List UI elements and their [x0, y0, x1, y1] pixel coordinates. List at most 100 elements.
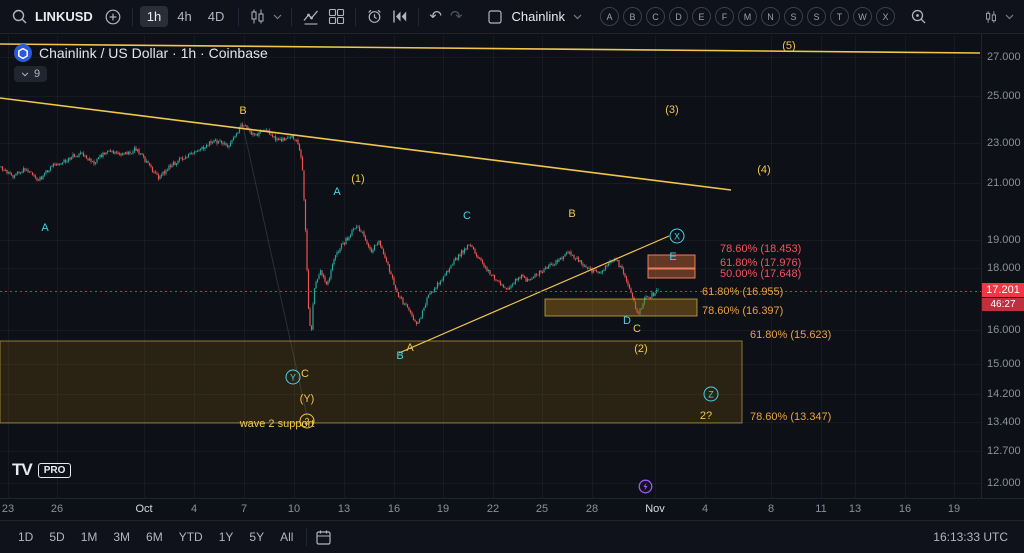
range-button-1y[interactable]: 1Y	[218, 530, 234, 544]
toolbar-divider	[238, 7, 240, 26]
toolbar-divider	[418, 7, 420, 26]
range-button-5d[interactable]: 5D	[49, 530, 65, 544]
clock[interactable]: 16:13:33 UTC	[933, 530, 1008, 544]
target-zone-lower[interactable]	[647, 268, 696, 279]
time-axis-label: 13	[337, 503, 351, 515]
time-axis[interactable]: 23 26 Oct 4 7 10 13 16 19 22 25 28 Nov 4 8 11 13 16 19	[0, 498, 1024, 521]
chainlink-logo-icon	[14, 44, 32, 62]
time-axis-label: 28	[585, 503, 599, 515]
toolbar-divider	[355, 7, 357, 26]
price-axis-label: 19.000	[987, 234, 1021, 246]
fib-retrace-zone[interactable]	[544, 298, 698, 317]
letter-badge-t-10[interactable]: T	[829, 7, 849, 26]
range-buttons: 1D 5D 1M 3M 6M YTD 1Y 5Y All	[10, 526, 301, 548]
chart-style-icon[interactable]	[246, 5, 269, 28]
range-button-1m[interactable]: 1M	[80, 530, 98, 544]
time-axis-label: 19	[436, 503, 450, 515]
symbol-search-icon[interactable]	[8, 5, 31, 28]
timeframe-4D[interactable]: 4D	[207, 9, 225, 24]
trendline-2[interactable]	[0, 97, 732, 191]
time-axis-label: 10	[287, 503, 301, 515]
range-button-1d[interactable]: 1D	[18, 530, 34, 544]
letter-badge-s-8[interactable]: S	[783, 7, 803, 26]
letter-badge-x-12[interactable]: X	[875, 7, 895, 26]
range-button-3m[interactable]: 3M	[113, 530, 131, 544]
letter-badge-b-1[interactable]: B	[622, 7, 642, 26]
watchlist-caret-icon[interactable]	[571, 12, 584, 22]
range-button-6m[interactable]: 6M	[146, 530, 163, 544]
timeframe-group: 1h 4h 4D	[139, 6, 232, 27]
indicators-icon[interactable]	[299, 5, 323, 29]
mini-chart-icon[interactable]	[981, 7, 1001, 27]
time-axis-label: 16	[387, 503, 401, 515]
trendline-1[interactable]	[0, 43, 981, 54]
letter-badge-w-11[interactable]: W	[852, 7, 872, 26]
range-button-5y[interactable]: 5Y	[249, 530, 265, 544]
compare-add-icon[interactable]	[101, 5, 125, 29]
time-axis-label: 8	[767, 503, 775, 515]
time-axis-label: 19	[947, 503, 961, 515]
range-button-all[interactable]: All	[280, 530, 294, 544]
candles	[0, 122, 659, 332]
time-axis-label: Nov	[645, 503, 665, 515]
price-axis-label: 23.000	[987, 137, 1021, 149]
event-marker-icon[interactable]	[638, 479, 653, 494]
letter-badge-s-9[interactable]: S	[806, 7, 826, 26]
time-axis-label: 23	[1, 503, 15, 515]
letter-badge-d-3[interactable]: D	[668, 7, 688, 26]
price-axis[interactable]: 17.201 46:27 27.000 25.000 23.000 21.000 19.…	[981, 34, 1024, 520]
wave-2-support-zone[interactable]	[0, 340, 743, 424]
price-axis-label: 12.700	[987, 445, 1021, 457]
redo-icon[interactable]: ↷	[449, 8, 463, 25]
chart-canvas[interactable]	[0, 0, 982, 520]
timeframe-4h[interactable]: 4h	[177, 9, 192, 24]
watchlist-box-icon[interactable]	[484, 6, 506, 28]
bottom-toolbar: 1D 5D 1M 3M 6M YTD 1Y 5Y All 16:13:33 UTC	[0, 520, 1024, 553]
timeframe-1h[interactable]: 1h	[139, 6, 169, 27]
letter-badge-c-2[interactable]: C	[645, 7, 665, 26]
object-count-pill[interactable]: 9	[14, 66, 48, 82]
mini-chart-caret-icon[interactable]	[1003, 12, 1016, 22]
alert-icon[interactable]	[363, 5, 386, 28]
letter-badge-f-5[interactable]: F	[714, 7, 734, 26]
object-count: 9	[34, 68, 41, 80]
letter-badge-a-0[interactable]: A	[599, 7, 619, 26]
time-axis-label: 16	[898, 503, 912, 515]
undo-icon[interactable]: ↶	[429, 8, 442, 25]
target-zone-upper[interactable]	[647, 254, 696, 269]
symbol-name[interactable]: LINKUSD	[35, 9, 93, 24]
chart-legend[interactable]: Chainlink / US Dollar · 1h · Coinbase	[14, 44, 268, 62]
toolbar-divider	[291, 7, 293, 26]
tradingview-logo-icon: TV	[12, 460, 33, 479]
goto-date-icon[interactable]	[312, 526, 335, 549]
trendline-3[interactable]	[398, 235, 670, 354]
tradingview-watermark: TV PRO	[12, 460, 72, 480]
bar-countdown: 46:27	[982, 298, 1024, 311]
layout-grid-icon[interactable]	[325, 5, 348, 28]
toolbar-divider	[131, 7, 133, 26]
letter-badge-e-4[interactable]: E	[691, 7, 711, 26]
toolbar-divider	[306, 528, 308, 546]
time-axis-label: 7	[240, 503, 248, 515]
price-axis-label: 18.000	[987, 262, 1021, 274]
scan-icon[interactable]	[907, 5, 930, 28]
letter-badge-n-7[interactable]: N	[760, 7, 780, 26]
time-axis-label: 25	[535, 503, 549, 515]
chart-style-caret-icon[interactable]	[271, 12, 284, 22]
bar-replay-icon[interactable]	[388, 5, 411, 28]
price-axis-label: 12.000	[987, 477, 1021, 489]
range-button-ytd[interactable]: YTD	[178, 530, 203, 544]
pro-badge: PRO	[37, 462, 72, 478]
price-axis-label: 21.000	[987, 177, 1021, 189]
price-axis-label: 14.200	[987, 388, 1021, 400]
chart-title-text: Chainlink / US Dollar · 1h · Coinbase	[39, 45, 268, 61]
time-axis-label: 26	[50, 503, 64, 515]
price-axis-label: 16.000	[987, 324, 1021, 336]
time-axis-label: 11	[815, 503, 827, 515]
wave2-support-label[interactable]: wave 2 support	[239, 418, 315, 430]
watchlist-name[interactable]: Chainlink	[511, 9, 565, 24]
price-axis-label: 25.000	[987, 90, 1021, 102]
letter-badge-m-6[interactable]: M	[737, 7, 757, 26]
time-axis-label: 22	[486, 503, 500, 515]
